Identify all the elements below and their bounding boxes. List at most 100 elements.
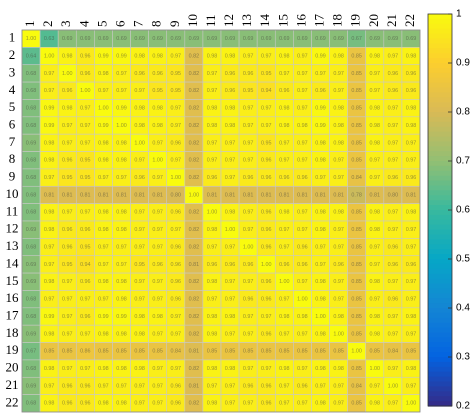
cell-value: 0.96 (62, 227, 73, 233)
colorbar-strip (428, 312, 452, 319)
cell-value: 1.00 (116, 123, 127, 129)
cell-value: 0.98 (279, 366, 290, 372)
cell-value: 0.97 (152, 331, 163, 337)
cell-value: 0.69 (26, 383, 37, 389)
cell-value: 0.99 (315, 53, 326, 59)
y-tick-label: 9 (9, 169, 16, 184)
cell-value: 1.00 (171, 175, 182, 181)
cell-value: 0.97 (134, 158, 145, 164)
cell-value: 0.96 (388, 175, 399, 181)
cell-value: 0.97 (333, 158, 344, 164)
cell-value: 0.95 (261, 140, 272, 146)
cell-value: 0.85 (351, 279, 362, 285)
cell-value: 0.97 (44, 71, 55, 77)
colorbar-strip (428, 214, 452, 221)
cell-value: 0.97 (297, 366, 308, 372)
cell-value: 0.96 (315, 88, 326, 94)
y-tick-label: 2 (9, 47, 16, 62)
cell-value: 0.97 (80, 366, 91, 372)
cell-value: 0.97 (116, 262, 127, 268)
cell-value: 0.98 (225, 314, 236, 320)
cell-value: 0.85 (351, 71, 362, 77)
colorbar-strip (428, 283, 452, 289)
cell-value: 0.98 (333, 366, 344, 372)
colorbar-strip (428, 141, 452, 147)
cell-value: 0.97 (152, 210, 163, 216)
cell-value: 0.82 (189, 314, 200, 320)
cell-value: 0.98 (44, 158, 55, 164)
colorbar-strip (428, 107, 452, 113)
colorbar-strip (428, 146, 452, 152)
cell-value: 0.84 (171, 349, 182, 355)
cell-value: 0.96 (171, 244, 182, 250)
cell-value: 0.97 (152, 140, 163, 146)
x-tick-label: 8 (149, 21, 164, 28)
cell-value: 0.69 (26, 227, 37, 233)
x-tick-label: 10 (185, 14, 200, 27)
cell-value: 0.98 (370, 140, 381, 146)
cell-value: 0.98 (152, 314, 163, 320)
cell-value: 0.81 (406, 192, 417, 198)
cell-value: 0.96 (62, 158, 73, 164)
cell-value: 0.97 (370, 175, 381, 181)
cell-value: 0.95 (80, 244, 91, 250)
cell-value: 0.97 (243, 331, 254, 337)
cell-value: 0.68 (26, 297, 37, 303)
cell-value: 0.97 (297, 227, 308, 233)
cell-value: 0.96 (171, 401, 182, 407)
colorbar-strip (428, 180, 452, 187)
cell-value: 0.69 (189, 36, 200, 42)
cell-value: 0.98 (406, 53, 417, 59)
cell-value: 0.85 (297, 349, 308, 355)
cell-value: 0.69 (406, 36, 417, 42)
cell-value: 0.69 (207, 36, 218, 42)
colorbar-strip (428, 53, 452, 59)
cell-value: 0.96 (171, 210, 182, 216)
colorbar-strip (428, 293, 452, 299)
cell-value: 0.94 (80, 262, 91, 268)
cell-value: 0.98 (116, 158, 127, 164)
cell-value: 0.97 (152, 175, 163, 181)
colorbar-strip (428, 102, 452, 108)
cell-value: 0.95 (80, 175, 91, 181)
x-tick-label: 3 (58, 21, 73, 28)
cell-value: 0.98 (225, 53, 236, 59)
cell-value: 0.69 (116, 36, 127, 42)
x-tick-label: 20 (366, 14, 381, 27)
cell-value: 0.96 (261, 297, 272, 303)
cell-value: 0.82 (189, 227, 200, 233)
cell-value: 0.96 (261, 244, 272, 250)
colorbar-strip (428, 43, 452, 49)
cell-value: 0.97 (207, 88, 218, 94)
cell-value: 0.99 (44, 106, 55, 112)
cell-value: 0.81 (134, 192, 145, 198)
colorbar-tick-label: 0.8 (456, 107, 470, 118)
cell-value: 0.98 (333, 53, 344, 59)
colorbar-strip (428, 322, 452, 329)
cell-value: 0.85 (406, 349, 417, 355)
cell-value: 0.97 (44, 175, 55, 181)
cell-value: 0.97 (134, 401, 145, 407)
colorbar-strip (428, 63, 452, 69)
colorbar-strip (428, 92, 452, 98)
cell-value: 1.00 (134, 140, 145, 146)
cell-value: 0.97 (279, 383, 290, 389)
cell-value: 0.97 (243, 314, 254, 320)
cell-value: 0.97 (116, 244, 127, 250)
cell-value: 0.97 (333, 383, 344, 389)
cell-value: 0.98 (98, 366, 109, 372)
cell-value: 0.96 (406, 175, 417, 181)
cell-value: 0.96 (152, 262, 163, 268)
cell-value: 0.97 (388, 314, 399, 320)
cell-value: 0.96 (134, 71, 145, 77)
cell-value: 1.00 (261, 262, 272, 268)
colorbar-strip (428, 136, 452, 142)
cell-value: 0.97 (297, 210, 308, 216)
cell-value: 0.81 (261, 192, 272, 198)
cell-value: 0.98 (279, 106, 290, 112)
cell-value: 0.96 (297, 175, 308, 181)
cell-value: 0.81 (98, 192, 109, 198)
cell-value: 0.97 (388, 227, 399, 233)
cell-value: 0.98 (207, 227, 218, 233)
